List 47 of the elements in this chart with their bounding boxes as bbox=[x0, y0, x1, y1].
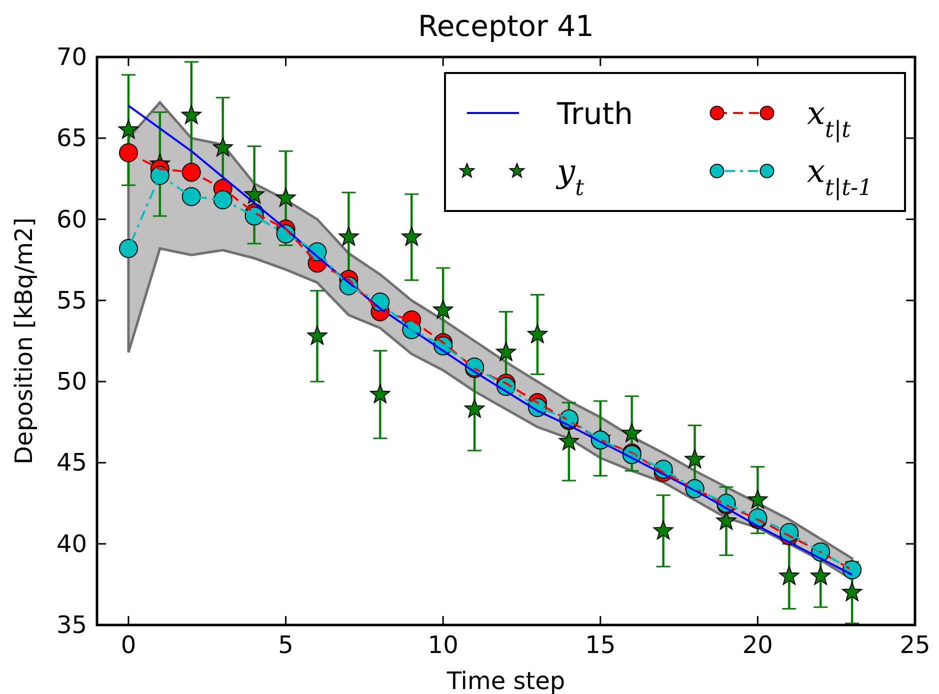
point bbox=[402, 226, 422, 246]
point bbox=[464, 398, 485, 418]
point bbox=[182, 162, 201, 182]
legend-label: x$_{t|t}$ bbox=[807, 94, 852, 143]
x-tick-label: 15 bbox=[585, 631, 616, 659]
y-tick-label: 60 bbox=[56, 205, 87, 234]
point bbox=[118, 238, 138, 258]
point bbox=[338, 226, 359, 246]
point bbox=[213, 190, 232, 210]
x-tick-label: 25 bbox=[900, 631, 930, 659]
point bbox=[244, 184, 264, 204]
point bbox=[653, 520, 674, 540]
point bbox=[276, 188, 296, 207]
point bbox=[684, 448, 705, 468]
point bbox=[181, 104, 202, 124]
point bbox=[779, 566, 800, 585]
legend-label: x$_{t|t-1}$ bbox=[807, 152, 872, 201]
legend-label: Truth bbox=[556, 97, 634, 132]
y-tick-label: 40 bbox=[56, 530, 87, 558]
point bbox=[307, 326, 328, 345]
point bbox=[748, 490, 768, 509]
point bbox=[622, 423, 642, 442]
point bbox=[212, 137, 233, 156]
point bbox=[182, 187, 201, 206]
y-tick-label: 45 bbox=[56, 448, 87, 477]
x-tick-label: 10 bbox=[428, 631, 458, 659]
point bbox=[370, 384, 390, 404]
point bbox=[842, 582, 862, 602]
x-axis-title: Time step bbox=[446, 667, 566, 694]
x-tick-label: 5 bbox=[278, 631, 294, 659]
chart-title: Receptor 41 bbox=[418, 9, 594, 43]
legend-label: y$_{t}$ bbox=[555, 152, 586, 201]
y-tick-label: 35 bbox=[56, 611, 87, 639]
point bbox=[558, 431, 579, 450]
y-tick-label: 50 bbox=[56, 368, 87, 396]
point bbox=[433, 300, 454, 319]
point bbox=[118, 120, 138, 139]
y-tick-label: 55 bbox=[56, 286, 87, 314]
y-tick-label: 65 bbox=[56, 124, 87, 152]
y-tick-label: 70 bbox=[56, 43, 87, 71]
point bbox=[527, 324, 548, 344]
point bbox=[810, 566, 831, 585]
point bbox=[496, 342, 516, 361]
x-tick-label: 20 bbox=[742, 631, 773, 659]
x-tick-label: 0 bbox=[120, 631, 136, 659]
y-axis-title: Deposition [kBq/m2] bbox=[10, 218, 38, 464]
point bbox=[118, 143, 138, 162]
